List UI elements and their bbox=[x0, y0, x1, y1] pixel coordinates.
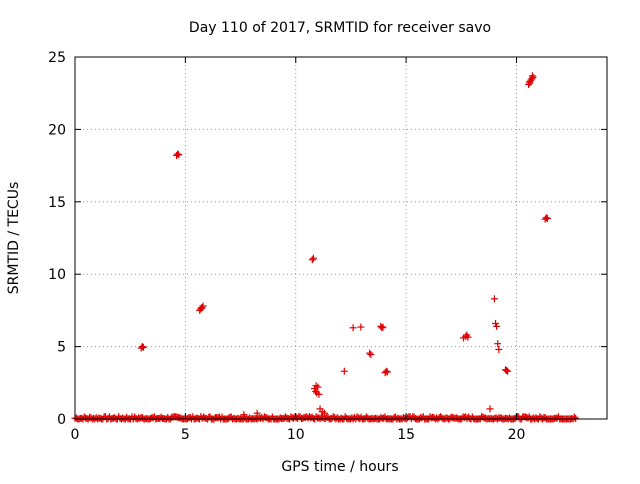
x-tick-label: 10 bbox=[287, 427, 305, 443]
data-point bbox=[464, 333, 472, 341]
data-point bbox=[357, 323, 365, 331]
tick-labels: 0 5 10 15 20 0 5 10 15 20 25 bbox=[48, 50, 525, 443]
data-point bbox=[309, 254, 317, 262]
data-point bbox=[486, 405, 494, 413]
data-point bbox=[490, 295, 498, 303]
x-tick-label: 15 bbox=[397, 427, 415, 443]
data-point bbox=[495, 345, 503, 353]
data-point bbox=[494, 340, 502, 348]
y-tick-label: 15 bbox=[48, 195, 66, 211]
data-point bbox=[320, 409, 328, 417]
data-point bbox=[382, 367, 390, 375]
data-point bbox=[175, 151, 183, 159]
x-tick-label: 5 bbox=[181, 427, 190, 443]
data-point bbox=[503, 366, 511, 374]
data-point bbox=[198, 304, 206, 312]
data-point bbox=[378, 324, 386, 332]
data-points bbox=[71, 72, 580, 423]
data-point bbox=[312, 382, 320, 390]
data-point bbox=[543, 214, 551, 222]
data-point bbox=[570, 413, 578, 421]
data-point bbox=[379, 323, 387, 331]
data-point bbox=[367, 351, 375, 359]
data-point bbox=[349, 324, 357, 332]
x-axis-label: GPS time / hours bbox=[281, 459, 398, 475]
y-tick-label: 25 bbox=[48, 50, 66, 66]
data-point bbox=[529, 73, 537, 81]
plot-frame bbox=[74, 56, 608, 420]
data-point bbox=[315, 390, 323, 398]
y-axis-label: SRMTID / TECUs bbox=[6, 182, 22, 295]
data-point bbox=[138, 343, 146, 351]
y-tick-label: 20 bbox=[48, 122, 66, 138]
data-point bbox=[240, 411, 248, 419]
data-point bbox=[197, 304, 205, 312]
data-point bbox=[366, 349, 374, 357]
data-point bbox=[542, 214, 550, 222]
y-tick-label: 10 bbox=[48, 267, 66, 283]
ticks bbox=[74, 56, 607, 420]
data-point bbox=[493, 322, 501, 330]
data-point bbox=[139, 343, 147, 351]
grid bbox=[75, 57, 607, 419]
data-point bbox=[504, 367, 512, 375]
data-point bbox=[383, 368, 391, 376]
x-tick-label: 20 bbox=[508, 427, 526, 443]
data-point bbox=[340, 367, 348, 375]
chart-title: Day 110 of 2017, SRMTID for receiver sav… bbox=[189, 20, 491, 36]
data-point bbox=[253, 409, 261, 417]
y-tick-label: 0 bbox=[57, 412, 66, 428]
data-point bbox=[528, 72, 536, 80]
x-tick-label: 0 bbox=[71, 427, 80, 443]
data-point bbox=[526, 79, 534, 87]
data-point bbox=[308, 256, 316, 264]
data-point bbox=[572, 414, 580, 422]
data-point bbox=[174, 150, 182, 158]
y-tick-label: 5 bbox=[57, 340, 66, 356]
